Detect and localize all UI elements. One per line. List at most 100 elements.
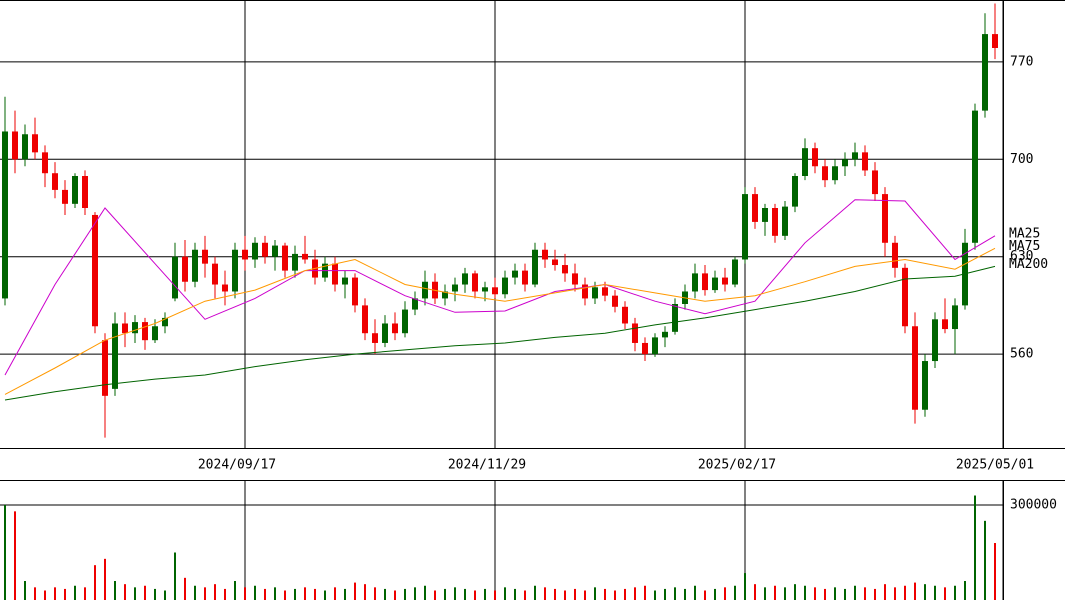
candle-body xyxy=(452,284,458,292)
candle-body xyxy=(262,242,268,257)
volume-bar xyxy=(574,588,576,600)
volume-bar xyxy=(364,584,366,600)
volume-bar xyxy=(854,585,856,600)
volume-bar xyxy=(934,585,936,600)
volume-bar xyxy=(684,588,686,600)
volume-bar xyxy=(904,585,906,600)
volume-bar xyxy=(54,587,56,600)
volume-bar xyxy=(834,587,836,600)
volume-bar xyxy=(124,584,126,600)
candle-body xyxy=(662,331,668,338)
candle-body xyxy=(202,249,208,264)
candle-body xyxy=(472,273,478,292)
candle-body xyxy=(72,176,78,204)
volume-bar xyxy=(694,585,696,600)
candle-body xyxy=(632,323,638,343)
candle-body xyxy=(302,253,308,260)
candle-body xyxy=(462,273,468,285)
y-tick-label: 300000 xyxy=(1010,498,1057,513)
candle-body xyxy=(552,259,558,266)
volume-bar xyxy=(814,587,816,600)
candle-body xyxy=(2,131,8,299)
candle-body xyxy=(52,173,58,190)
ma-line xyxy=(4,265,996,401)
volume-bar xyxy=(484,588,486,600)
candle-body xyxy=(82,176,88,208)
candle-body xyxy=(892,242,898,268)
volume-bar xyxy=(754,584,756,600)
ma-line xyxy=(4,199,996,376)
volume-bar xyxy=(44,590,46,600)
volume-bar xyxy=(174,552,176,600)
volume-bar xyxy=(424,585,426,600)
candle-body xyxy=(482,287,488,292)
candle-body xyxy=(392,323,398,334)
x-tick-label: 2025/02/17 xyxy=(698,458,776,473)
candle-body xyxy=(822,166,828,181)
candle-body xyxy=(522,270,528,285)
candle-body xyxy=(952,305,958,330)
volume-bar xyxy=(194,585,196,600)
volume-bar xyxy=(144,585,146,600)
volume-bar xyxy=(534,585,536,600)
volume-bar xyxy=(104,558,106,600)
candle-body xyxy=(382,323,388,343)
volume-bar xyxy=(154,588,156,600)
volume-bar xyxy=(644,585,646,600)
candle-body xyxy=(572,273,578,285)
volume-bar xyxy=(964,581,966,600)
candle-body xyxy=(112,323,118,389)
candle-body xyxy=(812,148,818,167)
candle-body xyxy=(412,298,418,310)
volume-bar xyxy=(234,581,236,600)
candle-body xyxy=(722,277,728,285)
volume-bar xyxy=(794,584,796,600)
candle-body xyxy=(32,134,38,153)
candle-body xyxy=(12,131,18,160)
ma-line xyxy=(4,247,996,395)
candle-body xyxy=(362,305,368,334)
candle-body xyxy=(912,326,918,410)
candle-body xyxy=(492,287,498,295)
candle-body xyxy=(252,242,258,260)
candle-body xyxy=(772,208,778,236)
volume-bar xyxy=(284,590,286,600)
volume-bar xyxy=(724,587,726,600)
candle-body xyxy=(972,110,978,243)
candle-body xyxy=(672,304,678,332)
volume-bar xyxy=(214,584,216,600)
volume-bar xyxy=(114,581,116,600)
volume-bar xyxy=(774,585,776,600)
volume-bar xyxy=(514,588,516,600)
candle-body xyxy=(22,134,28,160)
volume-bar xyxy=(504,587,506,600)
candle-body xyxy=(282,245,288,271)
candle-body xyxy=(272,245,278,257)
candle-body xyxy=(982,34,988,111)
volume-bar xyxy=(734,585,736,600)
candle-body xyxy=(942,319,948,330)
volume-bar xyxy=(334,587,336,600)
volume-bar xyxy=(974,495,976,600)
volume-bar xyxy=(804,585,806,600)
volume-bar xyxy=(874,588,876,600)
volume-bar xyxy=(624,588,626,600)
volume-bar xyxy=(264,588,266,600)
volume-bar xyxy=(894,587,896,600)
candle-body xyxy=(622,306,628,324)
candle-body xyxy=(882,194,888,243)
legend-label: MA75 xyxy=(1009,239,1040,254)
candle-body xyxy=(222,284,228,292)
candle-body xyxy=(752,194,758,222)
volume-bar xyxy=(784,587,786,600)
candle-body xyxy=(142,322,148,341)
volume-bar xyxy=(604,588,606,600)
y-tick-label: 700 xyxy=(1010,152,1033,167)
candle-body xyxy=(332,263,338,285)
volume-bar xyxy=(634,587,636,600)
candle-body xyxy=(232,249,238,292)
volume-bar xyxy=(594,587,596,600)
y-tick-label: 630 xyxy=(1010,249,1033,264)
volume-bar xyxy=(74,585,76,600)
